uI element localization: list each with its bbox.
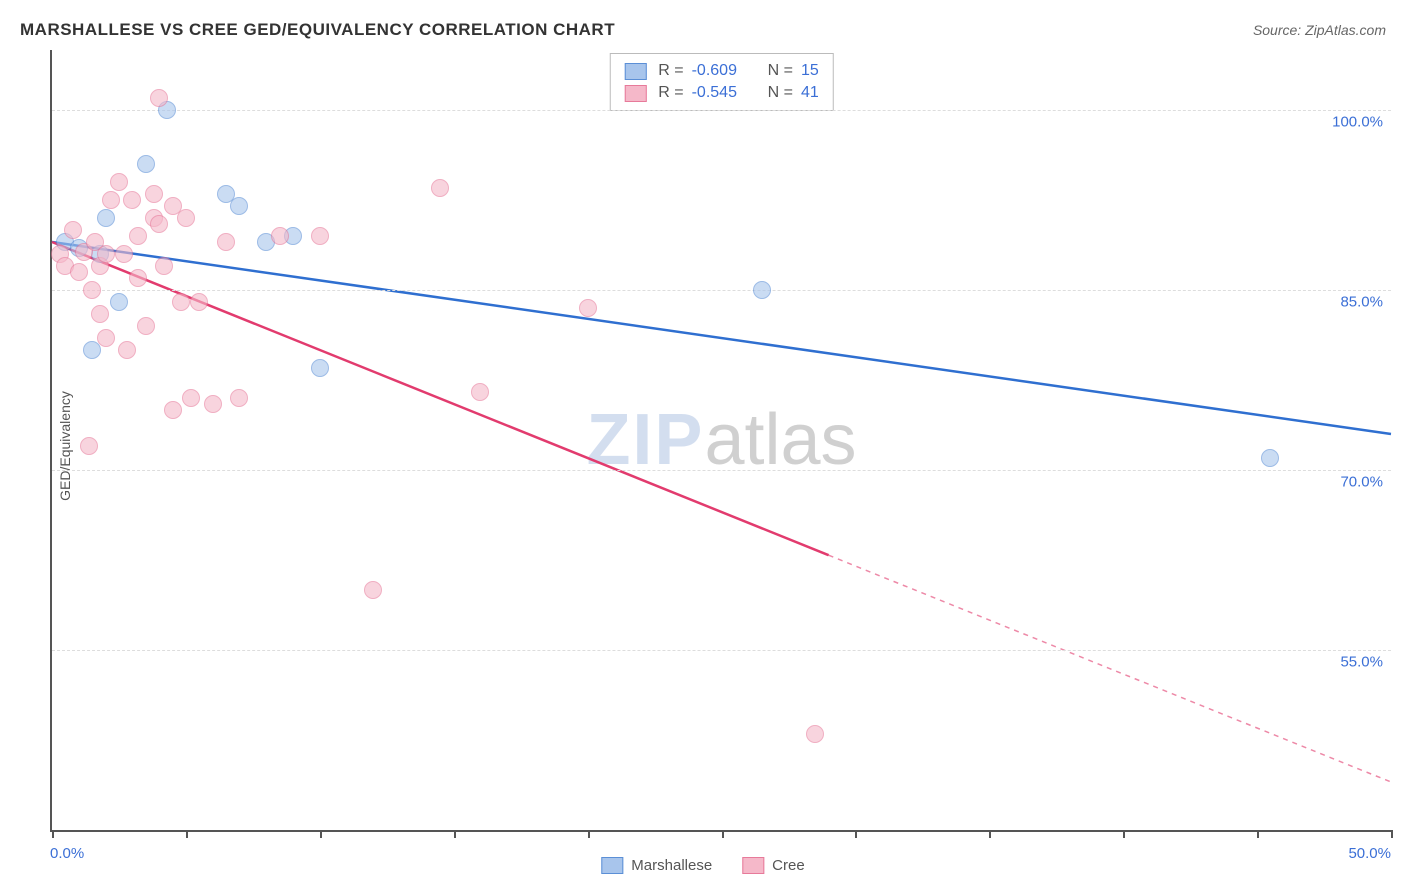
data-point (164, 401, 182, 419)
gridline (52, 290, 1391, 291)
n-label: N = (768, 84, 793, 102)
data-point (753, 281, 771, 299)
data-point (431, 179, 449, 197)
legend-swatch (624, 85, 646, 102)
data-point (110, 293, 128, 311)
x-tick (186, 830, 188, 838)
x-tick (1123, 830, 1125, 838)
data-point (102, 191, 120, 209)
data-point (123, 191, 141, 209)
data-point (579, 299, 597, 317)
gridline (52, 650, 1391, 651)
data-point (271, 227, 289, 245)
n-value: 41 (801, 84, 819, 102)
r-label: R = (658, 84, 683, 102)
y-tick-label: 55.0% (1340, 654, 1383, 671)
data-point (311, 359, 329, 377)
data-point (97, 329, 115, 347)
r-value: -0.609 (692, 62, 752, 80)
data-point (83, 281, 101, 299)
source-attribution: Source: ZipAtlas.com (1253, 22, 1386, 38)
data-point (806, 725, 824, 743)
data-point (230, 389, 248, 407)
data-point (137, 317, 155, 335)
r-value: -0.545 (692, 84, 752, 102)
data-point (204, 395, 222, 413)
legend-swatch (601, 857, 623, 874)
watermark-zip: ZIP (586, 400, 704, 480)
legend-correlation-row: R = -0.545 N = 41 (624, 82, 818, 104)
data-point (364, 581, 382, 599)
x-tick (1257, 830, 1259, 838)
data-point (1261, 449, 1279, 467)
data-point (230, 197, 248, 215)
x-tick (722, 830, 724, 838)
legend-series-label: Marshallese (631, 857, 712, 874)
data-point (150, 89, 168, 107)
data-point (129, 227, 147, 245)
watermark-atlas: atlas (704, 400, 856, 480)
legend-series-label: Cree (772, 857, 805, 874)
data-point (190, 293, 208, 311)
data-point (70, 263, 88, 281)
data-point (145, 185, 163, 203)
legend-correlation-row: R = -0.609 N = 15 (624, 60, 818, 82)
legend-series-item: Cree (742, 857, 805, 874)
y-tick-label: 70.0% (1340, 474, 1383, 491)
data-point (311, 227, 329, 245)
gridline (52, 470, 1391, 471)
data-point (80, 437, 98, 455)
x-tick (1391, 830, 1393, 838)
trend-line-solid (52, 242, 1391, 434)
trend-line-solid (52, 242, 829, 555)
y-tick-label: 85.0% (1340, 294, 1383, 311)
x-tick-label: 0.0% (50, 845, 84, 862)
x-tick (588, 830, 590, 838)
data-point (129, 269, 147, 287)
data-point (182, 389, 200, 407)
series-legend: Marshallese Cree (601, 857, 804, 874)
data-point (91, 305, 109, 323)
legend-swatch (624, 63, 646, 80)
data-point (150, 215, 168, 233)
data-point (217, 233, 235, 251)
data-point (110, 173, 128, 191)
data-point (97, 245, 115, 263)
legend-swatch (742, 857, 764, 874)
x-tick (52, 830, 54, 838)
data-point (471, 383, 489, 401)
data-point (177, 209, 195, 227)
r-label: R = (658, 62, 683, 80)
gridline (52, 110, 1391, 111)
correlation-legend: R = -0.609 N = 15 R = -0.545 N = 41 (609, 53, 833, 111)
n-label: N = (768, 62, 793, 80)
chart-header: MARSHALLESE VS CREE GED/EQUIVALENCY CORR… (20, 20, 1386, 40)
x-tick-label: 50.0% (1348, 845, 1391, 862)
data-point (97, 209, 115, 227)
data-point (118, 341, 136, 359)
chart-title: MARSHALLESE VS CREE GED/EQUIVALENCY CORR… (20, 20, 615, 40)
x-tick (454, 830, 456, 838)
trend-line-dashed (829, 555, 1391, 782)
n-value: 15 (801, 62, 819, 80)
data-point (115, 245, 133, 263)
x-tick (855, 830, 857, 838)
data-point (172, 293, 190, 311)
watermark: ZIPatlas (586, 399, 856, 481)
trend-lines-svg (52, 50, 1391, 830)
legend-series-item: Marshallese (601, 857, 712, 874)
data-point (64, 221, 82, 239)
chart-plot-area: ZIPatlas R = -0.609 N = 15 R = -0.545 N = 41 55… (50, 50, 1391, 832)
x-tick (989, 830, 991, 838)
y-tick-label: 100.0% (1332, 114, 1383, 131)
data-point (137, 155, 155, 173)
x-tick (320, 830, 322, 838)
data-point (155, 257, 173, 275)
